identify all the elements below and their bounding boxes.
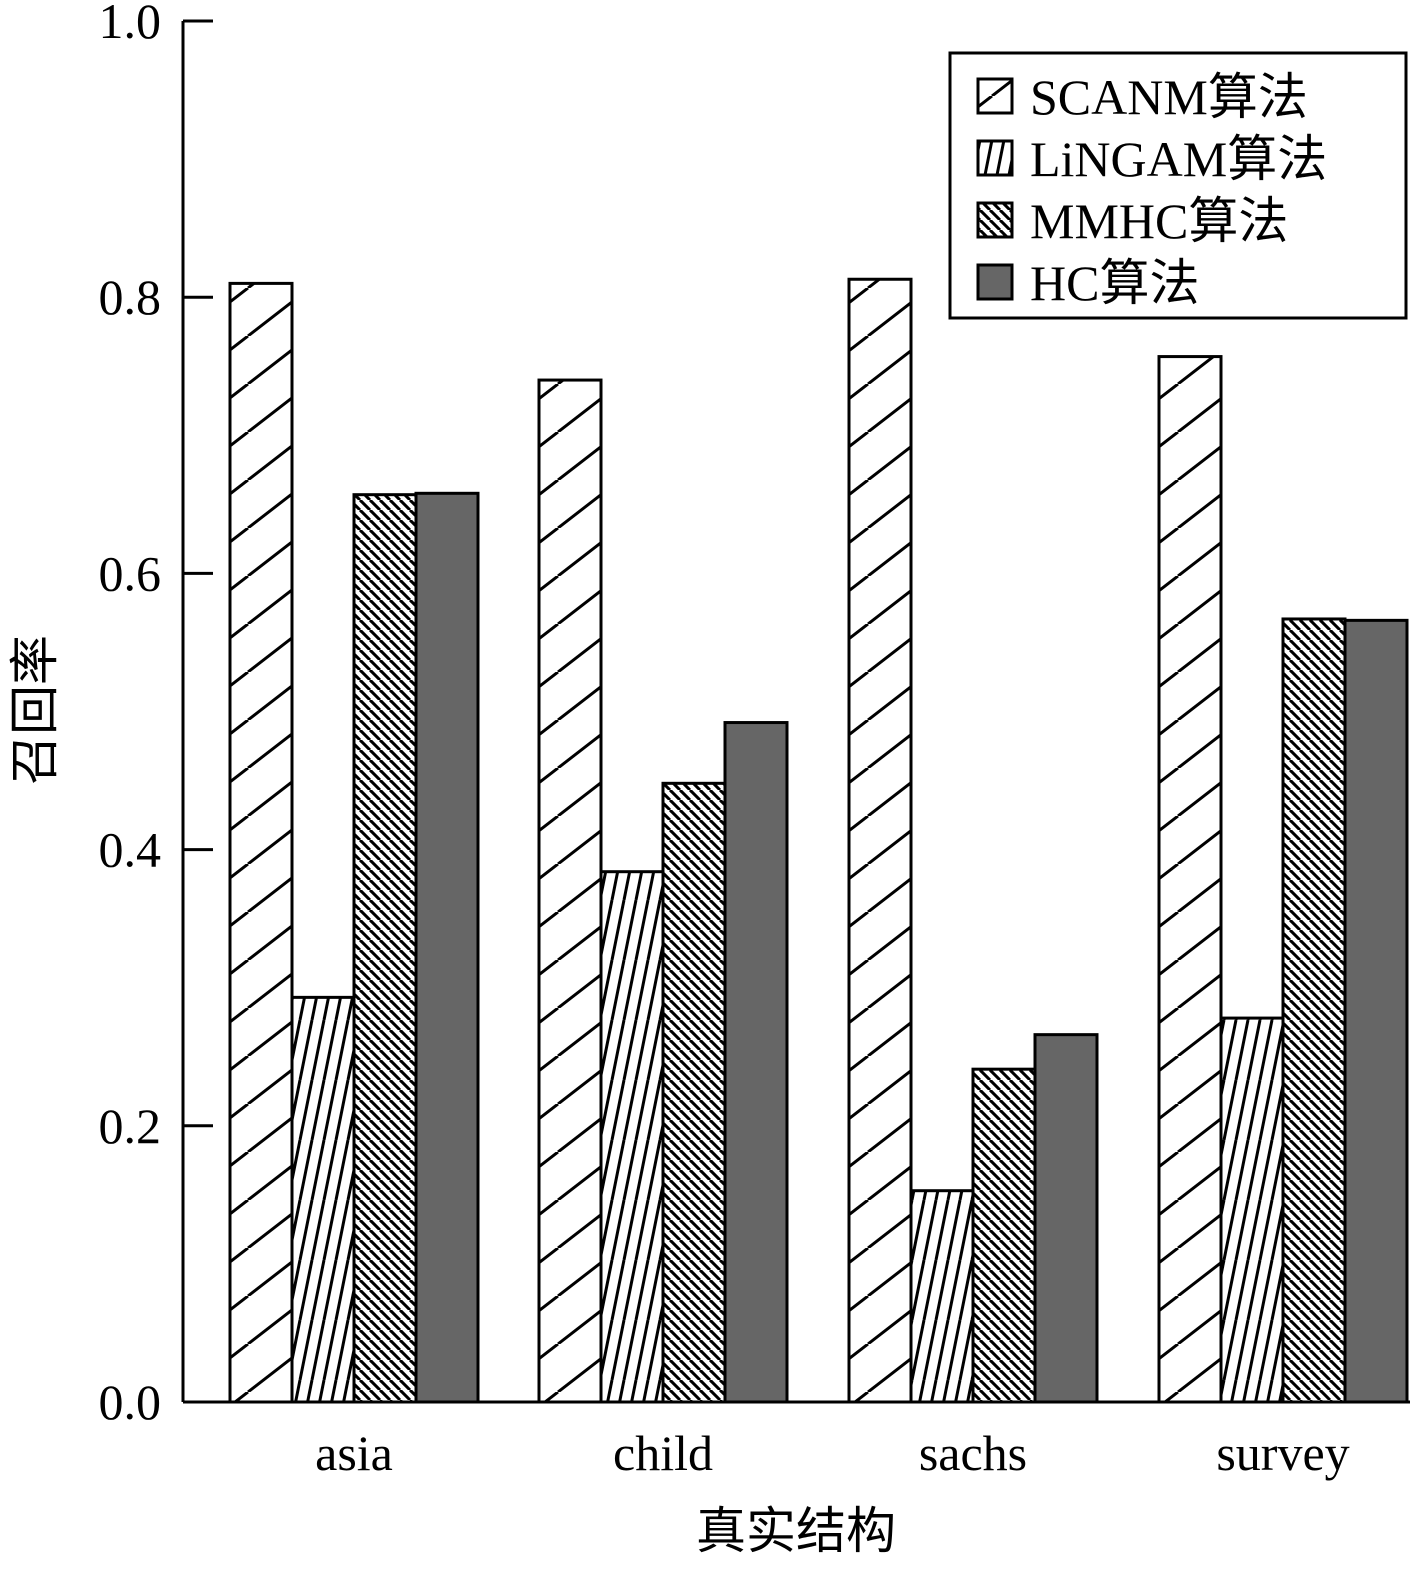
bar-survey-series-3: [1343, 618, 1409, 1404]
y-tick-label: 0.6: [99, 545, 162, 601]
bar-asia-series-3: [414, 491, 480, 1404]
bar-sachs-series-0: [847, 277, 913, 1404]
bar-child-series-1: [599, 870, 665, 1404]
bar-survey-series-2: [1281, 617, 1347, 1404]
y-tick-label: 0.2: [99, 1098, 162, 1154]
y-axis-title: 召回率: [7, 635, 63, 785]
legend-label: MMHC算法: [1030, 193, 1288, 249]
x-tick-label: survey: [1216, 1425, 1349, 1481]
y-tick-label: 0.4: [99, 822, 162, 878]
y-tick-label: 0.8: [99, 269, 162, 325]
bar-asia-series-2: [352, 493, 418, 1404]
legend-label: SCANM算法: [1030, 69, 1308, 125]
x-tick-label: sachs: [919, 1425, 1027, 1481]
legend-box: [948, 51, 1408, 320]
legend-label: LiNGAM算法: [1030, 131, 1327, 187]
x-tick-label: child: [613, 1425, 713, 1481]
legend-label: HC算法: [1030, 255, 1199, 311]
legend-swatch: [976, 139, 1014, 177]
bar-child-series-2: [661, 781, 727, 1404]
bar-sachs-series-1: [909, 1189, 975, 1404]
legend-swatch: [976, 263, 1014, 301]
bar-asia-series-1: [290, 995, 356, 1404]
x-axis-title: 真实结构: [696, 1503, 896, 1559]
legend: SCANM算法 LiNGAM算法 MMHC算法 HC算法: [948, 51, 1408, 320]
bar-survey-series-1: [1219, 1016, 1285, 1404]
bar-asia-series-0: [228, 281, 294, 1404]
legend-swatch: [976, 77, 1014, 115]
y-ticks: 0.0 0.2 0.4 0.6 0.8 1.0: [99, 0, 213, 1430]
axes: [181, 21, 1410, 1404]
y-tick-label: 1.0: [99, 0, 162, 49]
bar-survey-series-0: [1157, 355, 1223, 1404]
bars-layer: [228, 277, 1409, 1404]
y-tick-label: 0.0: [99, 1374, 162, 1430]
bar-child-series-3: [723, 721, 789, 1404]
bar-sachs-series-3: [1033, 1033, 1099, 1404]
legend-swatch: [976, 201, 1014, 239]
x-tick-label: asia: [315, 1425, 393, 1481]
bar-child-series-0: [537, 378, 603, 1404]
bar-sachs-series-2: [971, 1067, 1037, 1404]
x-ticks: asia child sachs survey: [315, 1425, 1350, 1481]
